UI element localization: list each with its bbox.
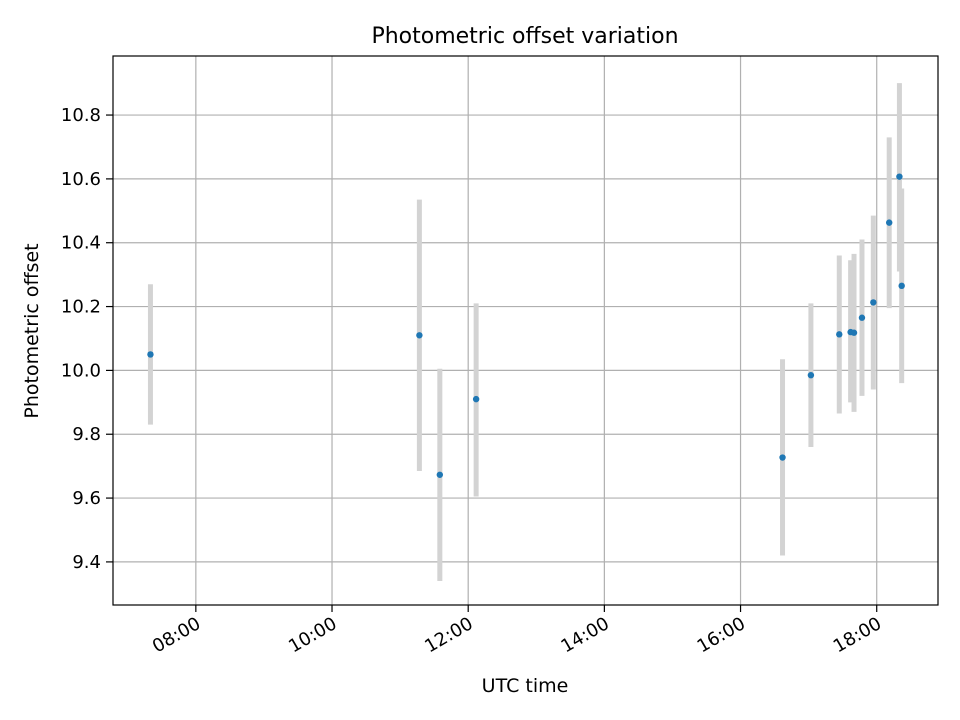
data-point	[850, 329, 858, 336]
y-tick-label: 9.4	[72, 552, 101, 573]
y-axis-label: Photometric offset	[21, 243, 43, 418]
y-tick-label: 10.0	[61, 360, 101, 381]
y-tick-label: 9.6	[72, 488, 101, 509]
data-point	[858, 314, 866, 321]
y-tick-label: 10.2	[61, 297, 101, 318]
plot-frame	[112, 55, 939, 606]
data-point	[836, 331, 843, 338]
data-point	[870, 299, 877, 306]
y-tick-label: 10.6	[61, 169, 101, 190]
data-point	[416, 332, 423, 339]
data-point	[472, 395, 480, 403]
chart-title: Photometric offset variation	[371, 24, 678, 49]
y-tick-label: 9.8	[72, 424, 101, 445]
data-points	[147, 173, 905, 478]
data-point	[807, 371, 815, 379]
data-point	[896, 173, 903, 180]
data-point	[886, 219, 893, 226]
data-point	[147, 351, 154, 358]
grid	[113, 56, 938, 605]
data-point	[436, 471, 444, 478]
y-tick-label: 10.8	[61, 105, 101, 126]
data-point	[779, 454, 786, 461]
y-tick-label: 10.4	[61, 233, 101, 254]
x-axis-label: UTC time	[482, 675, 569, 697]
y-axis-ticks: 9.4 9.6 9.8 10.0 10.2 10.4 10.6 10.8	[61, 105, 113, 573]
data-point	[898, 282, 905, 290]
